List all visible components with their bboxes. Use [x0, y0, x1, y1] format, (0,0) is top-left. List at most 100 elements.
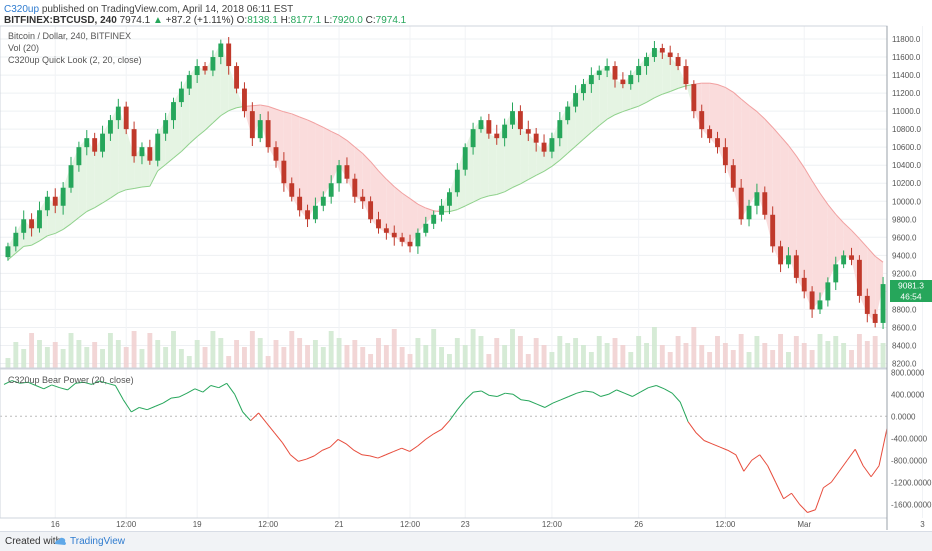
ma-line-segment [142, 186, 150, 187]
candle-body [754, 192, 759, 206]
bear-power-segment [768, 466, 776, 482]
volume-bar [668, 352, 673, 368]
volume-bar [376, 338, 381, 368]
volume-bar [155, 340, 160, 368]
volume-bar [786, 352, 791, 368]
volume-bar [392, 329, 397, 368]
bear-power-segment [823, 482, 831, 487]
bear-power-segment [664, 389, 672, 393]
bear-power-segment [537, 404, 545, 407]
candle-body [53, 197, 58, 206]
candle-body [289, 183, 294, 197]
bear-power-segment [799, 504, 807, 512]
volume-bar [321, 347, 326, 368]
volume-bar [289, 331, 294, 368]
bear-power-segment [553, 400, 561, 403]
bear-power-segment [187, 389, 195, 393]
bear-power-segment [457, 400, 465, 410]
bear-power-segment [179, 393, 187, 397]
volume-bar [857, 334, 862, 368]
bear-power-segment [370, 456, 378, 458]
candle-body [337, 165, 342, 183]
x-tick-label: 12:00 [258, 520, 279, 529]
band-segment [844, 223, 852, 260]
y-tick-label: 10800.0 [892, 125, 921, 134]
volume-bar [620, 345, 625, 368]
volume-bar [281, 347, 286, 368]
bear-power-segment [831, 471, 839, 482]
x-tick-label: 12:00 [400, 520, 421, 529]
candle-body [881, 284, 886, 323]
bear-power-segment [203, 385, 211, 392]
candle-body [400, 237, 405, 242]
volume-bar [573, 338, 578, 368]
sub-panel-frame [0, 369, 887, 518]
volume-bar [762, 343, 767, 368]
volume-bar [250, 331, 255, 368]
candle-body [61, 188, 66, 206]
candle-body [794, 255, 799, 278]
bear-power-segment [784, 493, 792, 498]
y-tick-label: 10000.0 [892, 197, 921, 206]
candle-body [786, 255, 791, 264]
bear-power-segment [624, 393, 632, 396]
volume-bar [684, 343, 689, 368]
y-tick-label: 8600.0 [892, 323, 917, 332]
bear-power-segment [879, 428, 887, 465]
legend-indicator: C320up Quick Look (2, 20, close) [8, 55, 142, 65]
volume-bar [810, 350, 815, 368]
bear-power-segment [306, 456, 314, 459]
bear-power-segment [330, 439, 338, 447]
volume-bar [368, 354, 373, 368]
volume-bar [45, 347, 50, 368]
bear-power-line [0, 381, 887, 513]
volume-bar [92, 342, 97, 368]
y-tick-label: 10200.0 [892, 179, 921, 188]
bear-power-segment [601, 394, 609, 396]
volume-bar [833, 336, 838, 368]
volume-bar [140, 349, 145, 368]
y-tick-label: 10400.0 [892, 161, 921, 170]
candle-body [13, 233, 18, 247]
candle-body [242, 89, 247, 112]
volume-bar [37, 340, 42, 368]
band-segment [489, 134, 497, 196]
volume-bar [116, 340, 121, 368]
volume-bar [715, 336, 720, 368]
candle-body [155, 134, 160, 161]
bear-power-segment [44, 385, 52, 389]
bear-power-segment [569, 393, 577, 396]
bear-power-segment [155, 403, 163, 406]
candle-body [762, 192, 767, 215]
bear-power-segment [489, 395, 497, 396]
candle-body [116, 107, 121, 121]
candle-body [873, 314, 878, 323]
bear-power-segment [815, 488, 823, 510]
candle-body [802, 278, 807, 292]
candle-body [597, 71, 602, 76]
bear-power-segment [282, 443, 290, 455]
bear-power-segment [426, 434, 434, 439]
candle-body [699, 111, 704, 129]
tradingview-brand-link[interactable]: TradingView [70, 536, 125, 547]
volume-bar [581, 345, 586, 368]
volume-bar [76, 340, 81, 368]
volume-bar [203, 347, 208, 368]
band-segment [197, 66, 205, 137]
tradingview-cloud-icon [53, 534, 67, 548]
candle-body [660, 48, 665, 53]
bear-power-segment [171, 397, 179, 398]
bear-power-segment [211, 385, 219, 387]
bear-power-segment [473, 391, 481, 392]
volume-bar [329, 331, 334, 368]
volume-bar [471, 329, 476, 368]
candle-body [100, 134, 105, 152]
x-tick-label: 21 [335, 520, 344, 529]
candle-body [447, 192, 452, 206]
y-tick-label: 8200.0 [892, 359, 917, 368]
candle-body [352, 179, 357, 197]
chart-svg[interactable]: 11800.011600.011400.011200.011000.010800… [0, 0, 932, 531]
volume-bar [486, 354, 491, 368]
candle-body [5, 246, 10, 257]
bear-power-segment [235, 394, 243, 412]
